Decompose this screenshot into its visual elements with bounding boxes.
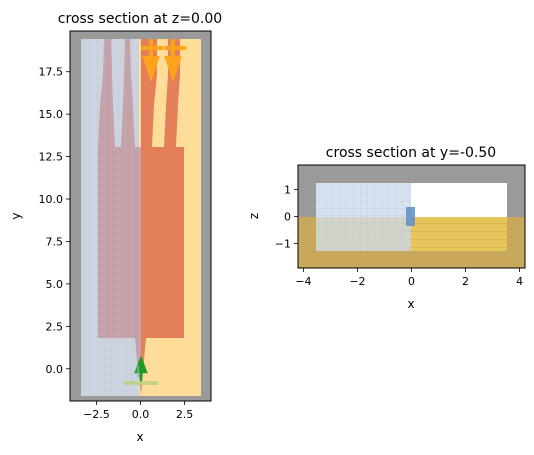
right-y-ticks: −1 0 1 <box>275 183 298 251</box>
left-monitor-arrow <box>134 355 148 381</box>
left-plot: cross section at z=0.00 <box>9 11 222 444</box>
right-mesh-grid <box>316 183 411 251</box>
left-y-tick-label: 15.0 <box>39 108 64 121</box>
left-y-tick-label: 12.5 <box>39 151 64 164</box>
left-x-ticks: −2.5 0.0 2.5 <box>83 401 193 421</box>
left-y-tick-label: 10.0 <box>39 193 64 206</box>
left-y-tick-label: 7.5 <box>46 235 64 248</box>
right-x-tick-label: 2 <box>462 275 469 288</box>
right-x-tick-label: −2 <box>349 275 365 288</box>
left-x-tick-label: 0.0 <box>132 408 150 421</box>
right-y-tick-label: 1 <box>284 183 291 196</box>
left-x-tick-label: 2.5 <box>176 408 194 421</box>
left-structure-right <box>141 39 184 396</box>
left-x-label: x <box>136 430 143 444</box>
right-plot-title: cross section at y=-0.50 <box>326 145 496 161</box>
right-x-tick-label: 0 <box>408 275 415 288</box>
left-y-ticks: 0.0 2.5 5.0 7.5 10.0 12.5 15.0 17.5 <box>39 66 70 376</box>
right-x-ticks: −4 −2 0 2 4 <box>295 268 523 288</box>
left-source-arrow-2 <box>164 39 182 83</box>
right-x-label: x <box>407 297 414 311</box>
left-structure-left-grid <box>98 39 141 396</box>
right-y-tick-label: 0 <box>284 211 291 224</box>
right-y-tick-label: −1 <box>275 238 291 251</box>
left-y-tick-label: 17.5 <box>39 66 64 79</box>
left-x-tick-label: −2.5 <box>83 408 110 421</box>
left-y-tick-label: 0.0 <box>46 363 64 376</box>
left-y-tick-label: 2.5 <box>46 320 64 333</box>
left-y-label: y <box>9 212 23 219</box>
right-monitor <box>406 207 415 226</box>
right-x-tick-label: 4 <box>516 275 523 288</box>
right-plot: cross section at y=-0.50 −4 −2 0 2 4 −101 x … <box>247 145 526 311</box>
right-x-tick-label: −4 <box>295 275 311 288</box>
left-plot-title: cross section at z=0.00 <box>58 11 222 27</box>
left-source-arrow-1 <box>142 39 160 83</box>
left-bottom-monitor <box>124 381 158 385</box>
right-y-label: z <box>247 213 261 219</box>
left-y-tick-label: 5.0 <box>46 278 64 291</box>
